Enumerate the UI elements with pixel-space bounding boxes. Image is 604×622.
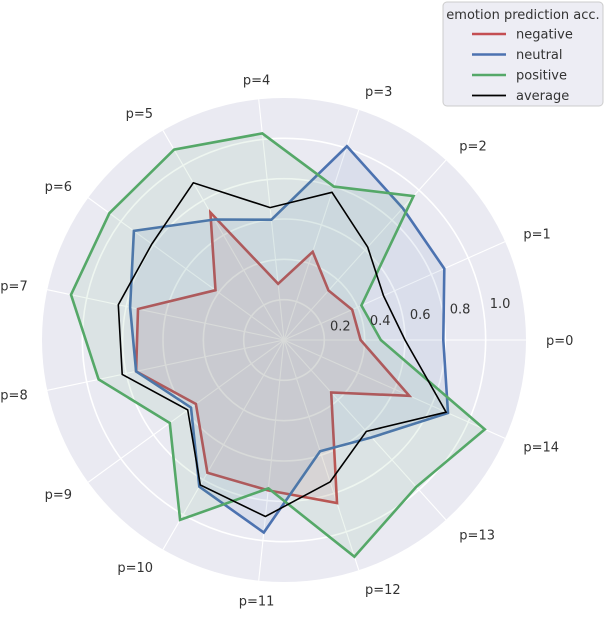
r-tick-label: 1.0 bbox=[490, 297, 511, 312]
legend-label-positive: positive bbox=[516, 69, 567, 84]
radar-labels: 0.2 0.4 0.6 0.8 1.0 p=0 p=1 p=2 p=3 p=4 p=5 p=6 p=7 p… bbox=[0, 73, 573, 609]
category-label: p=10 bbox=[117, 561, 153, 576]
grid-spoke bbox=[47, 339, 285, 391]
legend-label-average: average bbox=[516, 89, 569, 104]
series-neutral bbox=[128, 144, 450, 535]
category-label: p=1 bbox=[523, 227, 550, 242]
grid-spoke bbox=[283, 339, 360, 571]
category-label: p=12 bbox=[365, 583, 401, 598]
legend-label-neutral: neutral bbox=[516, 48, 563, 63]
radar-grid bbox=[47, 99, 526, 581]
grid-spoke bbox=[47, 289, 285, 341]
series-average bbox=[117, 181, 448, 518]
legend-box bbox=[442, 1, 604, 107]
grid-spoke bbox=[87, 339, 285, 483]
category-label: p=3 bbox=[365, 85, 392, 100]
category-label: p=7 bbox=[0, 280, 27, 295]
grid-spoke bbox=[283, 339, 506, 439]
category-label: p=13 bbox=[459, 529, 495, 544]
series-positive bbox=[69, 132, 487, 559]
category-label: p=2 bbox=[459, 139, 486, 154]
grid-spoke bbox=[283, 241, 506, 341]
grid-spoke bbox=[258, 339, 285, 581]
r-tick-label: 0.2 bbox=[330, 319, 351, 334]
radar-series bbox=[69, 132, 487, 559]
legend-title: emotion prediction acc. bbox=[446, 8, 599, 23]
legend-label-negative: negative bbox=[516, 28, 573, 43]
legend-entries: negative neutral positive average bbox=[472, 28, 573, 104]
grid-spoke bbox=[162, 339, 285, 550]
category-label: p=11 bbox=[239, 595, 275, 610]
category-label: p=5 bbox=[126, 107, 153, 122]
category-label: p=9 bbox=[45, 488, 72, 503]
category-label: p=4 bbox=[243, 73, 270, 88]
grid-spoke bbox=[87, 197, 285, 341]
category-label: p=0 bbox=[546, 334, 573, 349]
category-label: p=14 bbox=[523, 441, 559, 456]
grid-spoke bbox=[283, 339, 447, 521]
r-tick-label: 0.8 bbox=[450, 303, 471, 318]
category-label: p=6 bbox=[45, 180, 72, 195]
r-tick-label: 0.6 bbox=[410, 308, 431, 323]
grid-spoke bbox=[162, 130, 285, 341]
grid-spoke bbox=[283, 159, 447, 341]
legend: emotion prediction acc. negative neutral p… bbox=[442, 1, 604, 107]
category-label: p=8 bbox=[0, 388, 27, 403]
r-tick-label: 0.4 bbox=[370, 314, 391, 329]
